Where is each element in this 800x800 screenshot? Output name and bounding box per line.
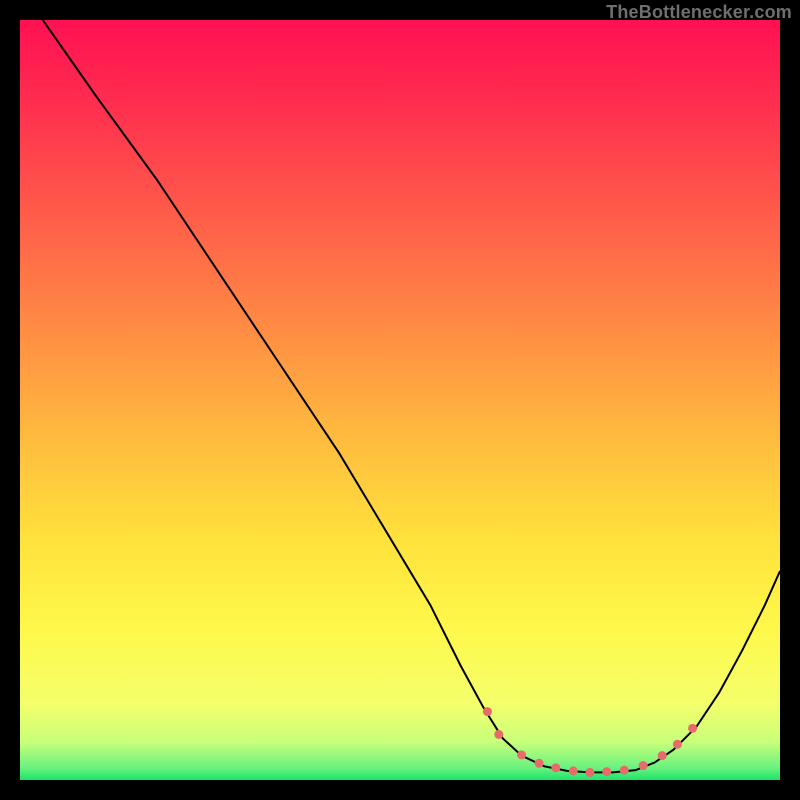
marker-point [483,707,492,716]
marker-point [620,766,629,775]
marker-point [639,761,648,770]
marker-point [551,763,560,772]
watermark-text: TheBottlenecker.com [606,2,792,23]
marker-point [688,724,697,733]
gradient-background [20,20,780,780]
marker-point [586,768,595,777]
marker-point [494,730,503,739]
chart-container: TheBottlenecker.com [0,0,800,800]
chart-svg [20,20,780,780]
marker-point [602,767,611,776]
marker-point [569,766,578,775]
marker-point [673,740,682,749]
marker-point [658,751,667,760]
plot-area [20,20,780,780]
marker-point [517,750,526,759]
marker-point [535,759,544,768]
